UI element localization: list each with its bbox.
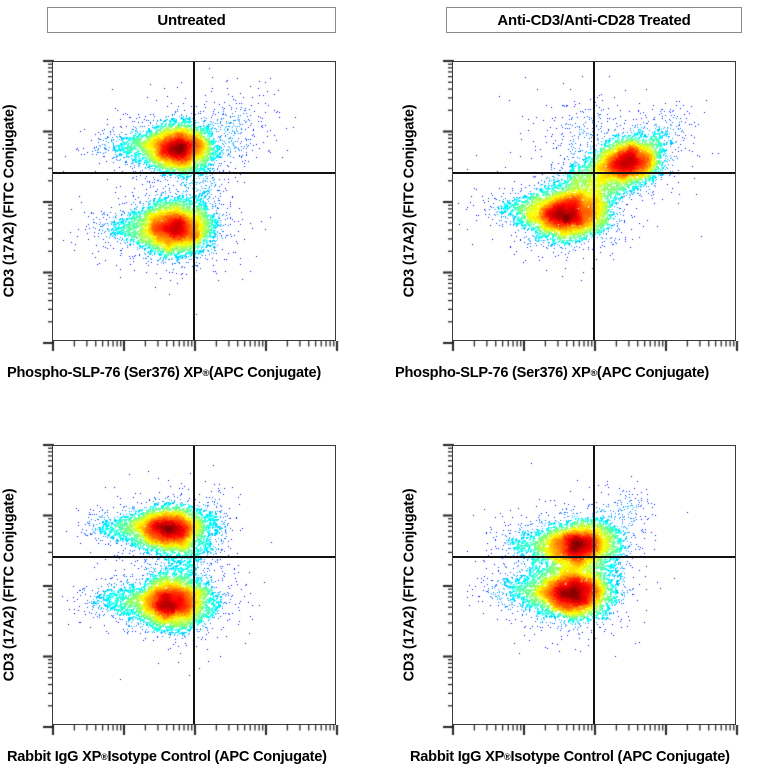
x-axis-caption-main: Rabbit IgG XP — [7, 749, 102, 765]
y-axis-ticks-bottom-right — [440, 442, 454, 730]
y-axis-label-bottom-right: CD3 (17A2) (FITC Conjugate) — [400, 445, 418, 725]
column-header-untreated: Untreated — [47, 7, 336, 33]
plot-area-bottom-left — [52, 445, 336, 725]
y-axis-label-bottom-left: CD3 (17A2) (FITC Conjugate) — [0, 445, 18, 725]
x-axis-caption-top-left: Phospho-SLP-76 (Ser376) XP ® (APC Conjuga… — [7, 365, 322, 381]
x-axis-caption-suffix: Isotype Control (APC Conjugate) — [510, 749, 730, 765]
y-axis-ticks-bottom-left — [40, 442, 54, 730]
panel-top-right: Anti-CD3/Anti-CD28 Treated CD3 (17A2) (F… — [388, 0, 775, 384]
x-axis-caption-suffix: (APC Conjugate) — [596, 365, 710, 381]
column-header-label: Untreated — [157, 11, 226, 29]
column-header-label: Anti-CD3/Anti-CD28 Treated — [497, 11, 691, 29]
y-axis-label-text: CD3 (17A2) (FITC Conjugate) — [401, 104, 417, 298]
x-axis-caption-main: Rabbit IgG XP — [410, 749, 505, 765]
y-axis-label-top-right: CD3 (17A2) (FITC Conjugate) — [400, 61, 418, 341]
scatter-canvas-top-left — [53, 62, 335, 340]
plot-area-top-right — [452, 61, 736, 341]
x-axis-caption-top-right: Phospho-SLP-76 (Ser376) XP ® (APC Conjuga… — [395, 365, 710, 381]
plot-area-top-left — [52, 61, 336, 341]
x-axis-caption-suffix: (APC Conjugate) — [208, 365, 322, 381]
panel-bottom-left: CD3 (17A2) (FITC Conjugate) Rabbit IgG X… — [0, 384, 387, 768]
scatter-canvas-bottom-right — [453, 446, 735, 724]
x-axis-ticks-top-right — [450, 341, 740, 354]
plot-area-bottom-right — [452, 445, 736, 725]
y-axis-ticks-top-right — [440, 58, 454, 346]
x-axis-caption-bottom-right: Rabbit IgG XP ® Isotype Control (APC Conj… — [410, 749, 730, 765]
scatter-canvas-top-right — [453, 62, 735, 340]
column-header-treated: Anti-CD3/Anti-CD28 Treated — [446, 7, 742, 33]
x-axis-ticks-bottom-right — [450, 725, 740, 738]
y-axis-ticks-top-left — [40, 58, 54, 346]
y-axis-label-top-left: CD3 (17A2) (FITC Conjugate) — [0, 61, 18, 341]
panel-top-left: Untreated CD3 (17A2) (FITC Conjugate) Ph… — [0, 0, 387, 384]
panel-bottom-right: CD3 (17A2) (FITC Conjugate) Rabbit IgG X… — [388, 384, 775, 768]
x-axis-ticks-bottom-left — [50, 725, 340, 738]
x-axis-caption-main: Phospho-SLP-76 (Ser376) XP — [395, 365, 591, 381]
y-axis-label-text: CD3 (17A2) (FITC Conjugate) — [1, 488, 17, 682]
x-axis-caption-main: Phospho-SLP-76 (Ser376) XP — [7, 365, 203, 381]
x-axis-caption-suffix: Isotype Control (APC Conjugate) — [107, 749, 327, 765]
y-axis-label-text: CD3 (17A2) (FITC Conjugate) — [1, 104, 17, 298]
x-axis-ticks-top-left — [50, 341, 340, 354]
x-axis-caption-bottom-left: Rabbit IgG XP ® Isotype Control (APC Conj… — [7, 749, 327, 765]
y-axis-label-text: CD3 (17A2) (FITC Conjugate) — [401, 488, 417, 682]
scatter-canvas-bottom-left — [53, 446, 335, 724]
